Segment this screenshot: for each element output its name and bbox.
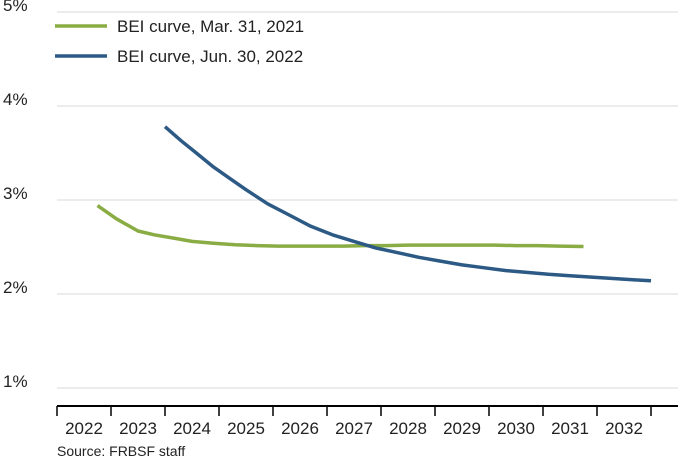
y-tick-label: 4%	[3, 90, 28, 109]
series-line-2	[163, 125, 652, 283]
source-note: Source: FRBSF staff	[57, 443, 186, 459]
y-axis-tick-labels: 1% 2% 3% 4% 5%	[3, 0, 28, 391]
y-tick-label: 1%	[3, 372, 28, 391]
series-lines	[96, 125, 652, 283]
y-tick-label: 2%	[3, 278, 28, 297]
x-tick-label: 2029	[443, 419, 481, 438]
x-tick-label: 2028	[389, 419, 427, 438]
series-line-1	[96, 204, 584, 249]
gridlines	[57, 11, 678, 389]
x-tick-label: 2031	[551, 419, 589, 438]
x-axis-ticks: 2022 2023 2024 2025 2026 2027 2028 2029 2030 2031…	[56, 406, 652, 438]
x-tick-label: 2032	[605, 419, 643, 438]
x-tick-label: 2024	[173, 419, 211, 438]
legend-label-1: BEI curve, Mar. 31, 2021	[117, 17, 304, 36]
x-tick-label: 2025	[227, 419, 265, 438]
y-tick-label: 3%	[3, 184, 28, 203]
x-tick-label: 2026	[281, 419, 319, 438]
x-tick-label: 2022	[65, 419, 103, 438]
x-tick-label: 2023	[119, 419, 157, 438]
x-tick-label: 2030	[497, 419, 535, 438]
y-tick-label: 5%	[3, 0, 28, 15]
legend-label-2: BEI curve, Jun. 30, 2022	[117, 47, 303, 66]
legend: BEI curve, Mar. 31, 2021 BEI curve, Jun. …	[55, 17, 304, 66]
x-tick-label: 2027	[335, 419, 373, 438]
